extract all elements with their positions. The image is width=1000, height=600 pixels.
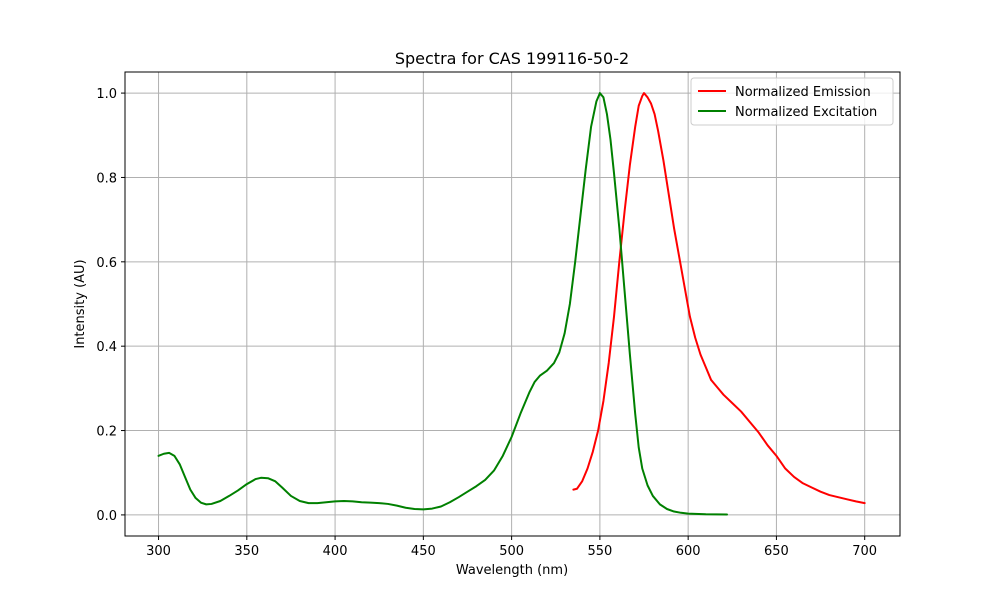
y-tick-label: 0.4 [96, 340, 117, 355]
x-tick-label: 550 [587, 544, 612, 559]
x-tick-label: 400 [323, 544, 348, 559]
series-layer [157, 92, 866, 516]
legend-box [690, 77, 894, 126]
x-tick-label: 350 [234, 544, 259, 559]
y-axis-label: Intensity (AU) [73, 259, 88, 348]
y-tick-label: 0.2 [96, 425, 117, 440]
x-tick-label: 500 [499, 544, 524, 559]
y-tick-label: 0.8 [96, 171, 117, 186]
x-tick-label: 450 [411, 544, 436, 559]
excitation-series-line [157, 92, 728, 516]
plot-frame [124, 71, 901, 537]
legend-label-emission: Normalized Emission [735, 85, 871, 100]
x-tick-label: 300 [146, 544, 171, 559]
grid-layer [125, 72, 900, 536]
chart-title: Spectra for CAS 199116-50-2 [395, 49, 629, 68]
legend-label-excitation: Normalized Excitation [735, 105, 877, 120]
x-axis-label: Wavelength (nm) [456, 563, 568, 578]
x-tick-label: 650 [764, 544, 789, 559]
x-tick-label: 700 [852, 544, 877, 559]
tick-layer: 300 350 400 450 500 550 600 650 700 0.0 0.2 0.4 0.6 0… [96, 87, 877, 559]
y-tick-label: 0.6 [96, 256, 117, 271]
y-tick-label: 0.0 [96, 509, 117, 524]
y-tick-label: 1.0 [96, 87, 117, 102]
legend: Normalized Emission Normalized Excitatio… [690, 77, 894, 126]
x-tick-label: 600 [676, 544, 701, 559]
emission-series-line [572, 92, 866, 505]
